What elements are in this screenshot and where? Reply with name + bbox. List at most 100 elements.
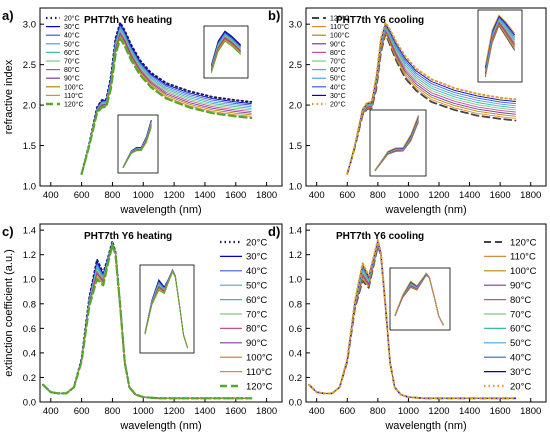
y-tick-label: 0.2 bbox=[23, 373, 36, 384]
panel-label: a) bbox=[2, 8, 14, 23]
x-tick-label: 1600 bbox=[490, 190, 511, 201]
x-tick-label: 1400 bbox=[459, 190, 480, 201]
legend-label: 20°C bbox=[330, 100, 346, 108]
inset-line bbox=[210, 40, 242, 74]
plot-frame bbox=[39, 223, 283, 403]
legend-label: 70°C bbox=[246, 309, 267, 320]
legend-label: 60°C bbox=[330, 66, 346, 74]
x-tick-label: 1200 bbox=[428, 190, 449, 201]
legend-label: 20°C bbox=[64, 14, 80, 22]
legend-label: 120°C bbox=[510, 237, 537, 248]
x-tick-label: 1800 bbox=[520, 406, 541, 417]
x-tick-label: 400 bbox=[43, 190, 59, 201]
chart-title: PHT7th Y6 heating bbox=[84, 15, 172, 26]
panel-label: c) bbox=[2, 224, 14, 239]
x-tick-label: 800 bbox=[370, 190, 386, 201]
x-tick-label: 1800 bbox=[256, 406, 277, 417]
y-tick-label: 1.0 bbox=[23, 182, 36, 193]
legend-label: 110°C bbox=[330, 23, 349, 31]
series-line-120C bbox=[80, 37, 253, 175]
x-tick-label: 1000 bbox=[133, 190, 154, 201]
chart-title: PHT7th Y6 cooling bbox=[336, 15, 424, 26]
x-axis-label: wavelength (nm) bbox=[119, 204, 201, 216]
legend-label: 50°C bbox=[330, 75, 346, 83]
legend-label: 100°C bbox=[64, 83, 84, 91]
series-line-120C bbox=[41, 243, 253, 400]
legend-label: 110°C bbox=[64, 92, 83, 100]
y-tick-label: 0.8 bbox=[23, 299, 36, 310]
x-axis-label: wavelength (nm) bbox=[119, 420, 201, 432]
inset-line bbox=[374, 114, 419, 171]
zoom-inset bbox=[117, 114, 159, 174]
legend-label: 60°C bbox=[510, 324, 531, 335]
zoom-inset bbox=[389, 267, 451, 331]
legend-label: 60°C bbox=[64, 49, 80, 57]
y-tick-label: 0.2 bbox=[289, 373, 302, 384]
y-tick-label: 1.2 bbox=[23, 250, 36, 261]
y-tick-label: 1.4 bbox=[23, 226, 36, 237]
legend-label: 50°C bbox=[64, 40, 80, 48]
legend-label: 90°C bbox=[246, 338, 267, 349]
inset-frame bbox=[117, 114, 159, 174]
legend-label: 90°C bbox=[64, 75, 80, 83]
legend-label: 90°C bbox=[330, 40, 346, 48]
legend-label: 20°C bbox=[246, 237, 267, 248]
legend-label: 40°C bbox=[246, 266, 267, 277]
inset-frame bbox=[389, 267, 451, 331]
legend-label: 120°C bbox=[64, 100, 84, 108]
series-group bbox=[346, 21, 517, 175]
x-tick-label: 1400 bbox=[194, 190, 215, 201]
x-axis-label: wavelength (nm) bbox=[384, 204, 466, 216]
x-tick-label: 1600 bbox=[225, 406, 246, 417]
y-tick-label: 0.6 bbox=[289, 324, 302, 335]
series-line-20C bbox=[308, 239, 517, 400]
y-tick-label: 1.4 bbox=[289, 226, 302, 237]
legend-label: 30°C bbox=[246, 252, 267, 263]
y-tick-label: 1.5 bbox=[289, 141, 302, 152]
legend-label: 100°C bbox=[510, 266, 537, 277]
x-tick-label: 1000 bbox=[398, 190, 419, 201]
zoom-inset bbox=[139, 264, 195, 354]
legend-label: 80°C bbox=[246, 324, 267, 335]
chart-panel-c: 400 600 800 1000 1200 1400 1600 1800 0.0 0.2 0.4 0.… bbox=[2, 223, 283, 432]
legend-label: 40°C bbox=[64, 32, 80, 40]
x-tick-label: 1400 bbox=[459, 406, 480, 417]
legend-label: 50°C bbox=[246, 281, 267, 292]
x-tick-label: 1400 bbox=[194, 406, 215, 417]
x-tick-label: 1600 bbox=[225, 190, 246, 201]
legend-label: 70°C bbox=[330, 57, 346, 65]
legend-label: 60°C bbox=[246, 295, 267, 306]
x-tick-label: 1800 bbox=[256, 190, 277, 201]
x-tick-label: 1200 bbox=[164, 190, 185, 201]
y-tick-label: 2.0 bbox=[289, 101, 302, 112]
y-tick-label: 1.0 bbox=[289, 182, 302, 193]
panel-label: b) bbox=[268, 8, 280, 23]
y-tick-label: 2.5 bbox=[289, 60, 302, 71]
legend-label: 100°C bbox=[330, 32, 350, 40]
legend-label: 30°C bbox=[64, 23, 80, 31]
legend-label: 80°C bbox=[64, 66, 80, 74]
legend-label: 100°C bbox=[246, 353, 273, 364]
plot-frame bbox=[305, 7, 547, 187]
x-tick-label: 400 bbox=[43, 406, 59, 417]
chart-title: PHT7th Y6 heating bbox=[84, 231, 172, 242]
x-tick-label: 800 bbox=[370, 406, 386, 417]
chart-panel-b: 400 600 800 1000 1200 1400 1600 1800 1.0 1.5 2.0 2.… bbox=[268, 7, 547, 216]
y-axis-label: extinction coefficient (a.u.) bbox=[3, 249, 15, 377]
plot-frame bbox=[39, 7, 283, 187]
legend-label: 110°C bbox=[510, 252, 536, 263]
plot-frame bbox=[305, 223, 547, 403]
series-group bbox=[80, 21, 253, 175]
x-tick-label: 400 bbox=[309, 406, 325, 417]
inset-line bbox=[394, 272, 444, 326]
chart-title: PHT7th Y6 cooling bbox=[336, 231, 424, 242]
x-tick-label: 600 bbox=[339, 406, 355, 417]
inset-line bbox=[122, 127, 152, 169]
series-group bbox=[308, 239, 517, 400]
inset-line bbox=[144, 270, 189, 349]
x-tick-label: 600 bbox=[74, 406, 90, 417]
zoom-inset bbox=[477, 9, 523, 83]
y-axis-label: refractive index bbox=[3, 59, 15, 134]
y-tick-label: 1.0 bbox=[23, 275, 36, 286]
x-tick-label: 1000 bbox=[133, 406, 154, 417]
